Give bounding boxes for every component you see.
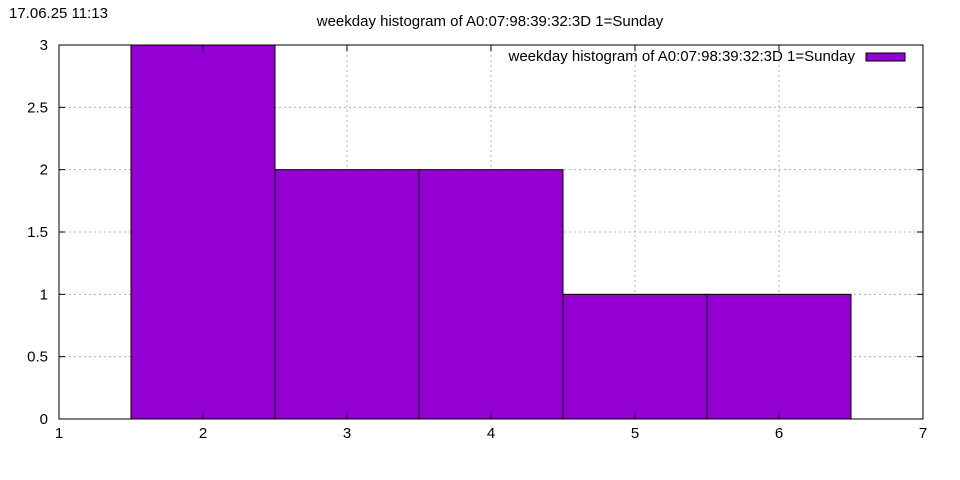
x-tick-label: 1 bbox=[55, 425, 63, 442]
legend-swatch bbox=[865, 52, 906, 62]
y-tick-label: 1 bbox=[40, 286, 48, 303]
x-tick-label: 3 bbox=[343, 425, 351, 442]
y-tick-label: 1.5 bbox=[27, 224, 48, 241]
x-tick-label: 2 bbox=[199, 425, 207, 442]
histogram-bar bbox=[130, 44, 276, 420]
histogram-bar bbox=[706, 293, 852, 420]
legend: weekday histogram of A0:07:98:39:32:3D 1… bbox=[508, 48, 906, 65]
y-tick-label: 0.5 bbox=[27, 349, 48, 366]
histogram-bar bbox=[562, 293, 708, 420]
y-tick-label: 2 bbox=[40, 162, 48, 179]
x-tick-label: 4 bbox=[487, 425, 495, 442]
y-tick-label: 0 bbox=[40, 411, 48, 428]
x-tick-label: 6 bbox=[775, 425, 783, 442]
axis-ticks: 1 2 3 4 5 6 7 0 0.5 1 1.5 2 2.5 3 bbox=[27, 37, 927, 442]
legend-label: weekday histogram of A0:07:98:39:32:3D 1… bbox=[508, 48, 856, 65]
bars bbox=[130, 44, 852, 420]
y-tick-label: 3 bbox=[40, 37, 48, 54]
histogram-bar bbox=[274, 169, 420, 420]
timestamp: 17.06.25 11:13 bbox=[9, 5, 108, 22]
y-tick-label: 2.5 bbox=[27, 99, 48, 116]
x-tick-label: 7 bbox=[919, 425, 927, 442]
x-tick-label: 5 bbox=[631, 425, 639, 442]
chart-title: weekday histogram of A0:07:98:39:32:3D 1… bbox=[316, 13, 664, 30]
histogram-bar bbox=[418, 169, 564, 420]
